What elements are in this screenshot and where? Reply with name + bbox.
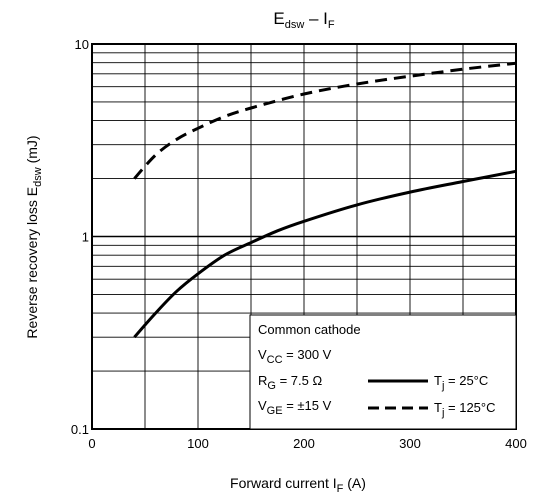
legend-box: Common cathode VCC = 300 V RG = 7.5 Ω VG…	[249, 314, 517, 430]
legend-condition-vge: VGE = ±15 V	[258, 398, 332, 417]
x-tick-label: 400	[505, 436, 527, 451]
legend-label-125c: Tj = 125°C	[434, 400, 496, 419]
x-tick-label: 300	[399, 436, 421, 451]
x-tick-labels: 0 100 200 300 400	[88, 436, 526, 451]
y-tick-label: 1	[82, 230, 89, 245]
y-tick-label: 0.1	[71, 422, 89, 437]
x-axis-label: Forward current IF (A)	[230, 475, 366, 495]
legend-label-25c: Tj = 25°C	[434, 373, 488, 392]
x-tick-label: 100	[187, 436, 209, 451]
y-tick-labels: 0.1 1 10	[71, 37, 89, 437]
chart-title: Edsw – IF	[273, 9, 335, 31]
legend-condition-cathode: Common cathode	[258, 322, 361, 337]
legend-background	[249, 314, 517, 430]
y-axis-label: Reverse recovery loss Edsw (mJ)	[24, 135, 44, 338]
y-tick-label: 10	[75, 37, 89, 52]
series-line-25c	[133, 169, 517, 339]
legend-condition-rg: RG = 7.5 Ω	[258, 373, 322, 392]
x-tick-label: 0	[88, 436, 95, 451]
legend-condition-vcc: VCC = 300 V	[258, 347, 332, 366]
series-group	[133, 61, 517, 339]
x-tick-label: 200	[293, 436, 315, 451]
series-line-125c	[133, 61, 517, 180]
